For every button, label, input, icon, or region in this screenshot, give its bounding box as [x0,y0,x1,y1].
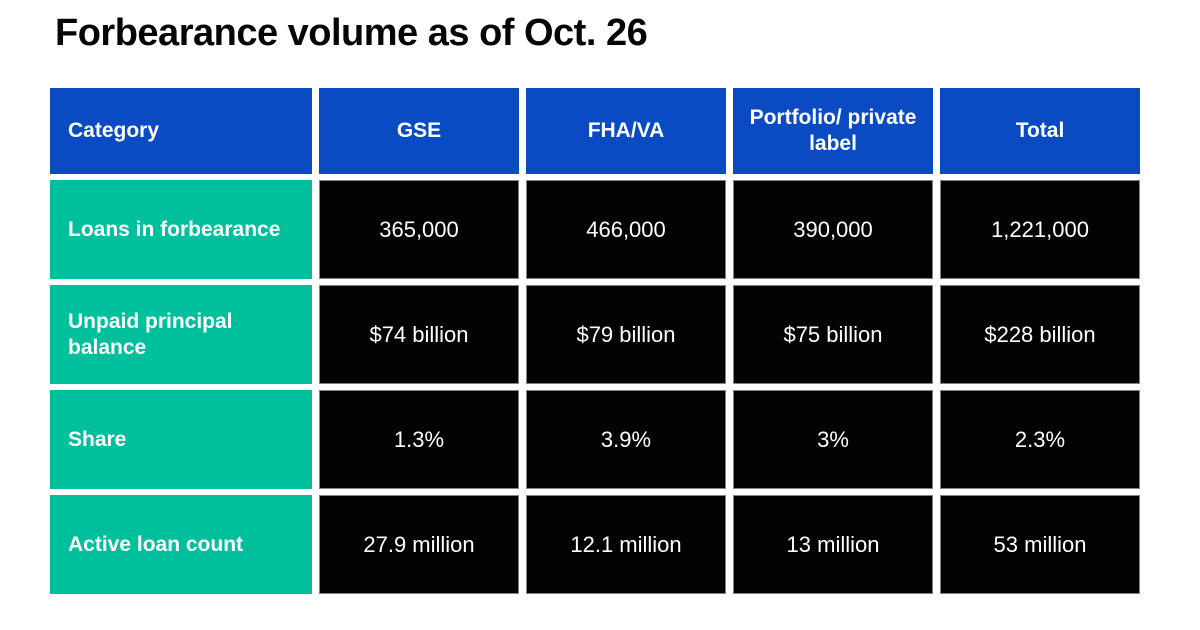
value-share-fha-va: 3.9% [526,390,726,489]
forbearance-table: Category GSE FHA/VA Portfolio/ private l… [50,88,1140,594]
value-loans-portfolio: 390,000 [733,180,933,279]
value-active-total: 53 million [940,495,1140,594]
value-share-portfolio: 3% [733,390,933,489]
value-active-portfolio: 13 million [733,495,933,594]
column-header-gse: GSE [319,88,519,174]
row-label-loans-in-forbearance: Loans in forbearance [50,180,312,279]
value-loans-total: 1,221,000 [940,180,1140,279]
value-upb-total: $228 billion [940,285,1140,384]
row-label-share: Share [50,390,312,489]
value-upb-portfolio: $75 billion [733,285,933,384]
value-loans-fha-va: 466,000 [526,180,726,279]
value-active-gse: 27.9 million [319,495,519,594]
column-header-total: Total [940,88,1140,174]
page-title: Forbearance volume as of Oct. 26 [55,12,648,54]
column-header-portfolio-private-label: Portfolio/ private label [733,88,933,174]
value-share-gse: 1.3% [319,390,519,489]
row-label-unpaid-principal-balance: Unpaid principal balance [50,285,312,384]
row-label-active-loan-count: Active loan count [50,495,312,594]
value-loans-gse: 365,000 [319,180,519,279]
value-upb-fha-va: $79 billion [526,285,726,384]
value-share-total: 2.3% [940,390,1140,489]
column-header-fha-va: FHA/VA [526,88,726,174]
column-header-category: Category [50,88,312,174]
value-upb-gse: $74 billion [319,285,519,384]
value-active-fha-va: 12.1 million [526,495,726,594]
